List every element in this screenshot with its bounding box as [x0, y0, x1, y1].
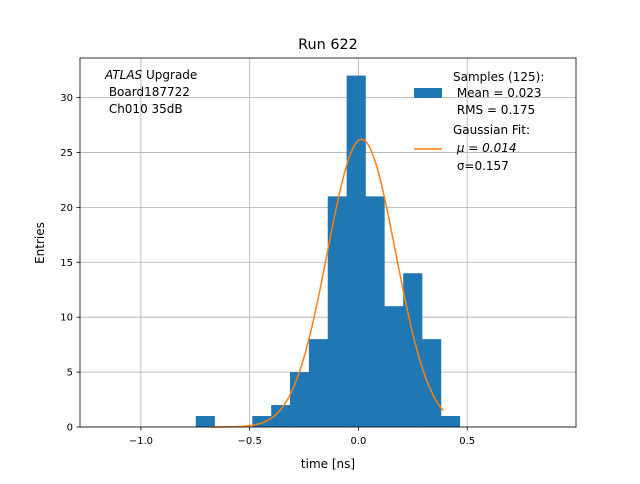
atlas-label: ATLAS	[104, 68, 143, 82]
annotation-board: Board187722	[105, 85, 190, 99]
svg-text:ATLAS Upgrade: ATLAS Upgrade	[104, 68, 197, 82]
histogram-bar	[365, 196, 385, 427]
y-tick-label: 20	[60, 203, 73, 214]
legend: Samples (125): Mean = 0.023 RMS = 0.175 …	[414, 70, 544, 173]
legend-fit-line-2: μ = 0.014	[453, 141, 517, 155]
y-tick-label: 5	[67, 368, 73, 379]
y-tick-label: 0	[67, 423, 73, 434]
annotation-upgrade: Upgrade	[142, 68, 197, 82]
histogram-bar	[440, 416, 461, 427]
histogram-bar	[195, 416, 215, 427]
histogram-bar	[384, 306, 404, 427]
x-tick-label: −0.5	[238, 436, 262, 447]
y-ticks: 0 5 10 15 20 25 30	[60, 93, 80, 434]
y-axis-label: Entries	[33, 222, 47, 264]
histogram-bar	[403, 273, 423, 427]
histogram-bar	[271, 405, 291, 427]
legend-hist-line-2: Mean = 0.023	[453, 86, 542, 100]
legend-hist-line-1: Samples (125):	[453, 70, 544, 84]
histogram-bar	[346, 75, 366, 428]
histogram-bar	[327, 196, 347, 427]
y-tick-label: 15	[60, 258, 73, 269]
y-tick-label: 25	[60, 148, 73, 159]
histogram-bar	[422, 339, 442, 427]
x-axis-label: time [ns]	[301, 457, 355, 471]
legend-hist-line-3: RMS = 0.175	[453, 103, 535, 117]
chart-title: Run 622	[298, 37, 358, 53]
x-tick-label: −1.0	[129, 436, 153, 447]
histogram-bar	[252, 416, 272, 427]
legend-fit-line-1: Gaussian Fit:	[453, 123, 530, 137]
gaussian-fit-curve	[210, 138, 444, 428]
axes-frame	[79, 57, 577, 428]
y-tick-label: 30	[60, 93, 73, 104]
x-tick-label: 0.0	[351, 436, 367, 447]
legend-hist-patch	[414, 88, 442, 98]
x-ticks: −1.0 −0.5 0.0 0.5	[129, 427, 475, 447]
histogram-bar	[308, 339, 329, 427]
legend-fit-line-3: σ=0.157	[453, 159, 509, 173]
y-tick-label: 10	[60, 313, 73, 324]
x-tick-label: 0.5	[459, 436, 475, 447]
histogram-bar	[290, 372, 310, 427]
annotation-channel: Ch010 35dB	[105, 102, 183, 116]
atlas-annotation: ATLAS Upgrade Board187722 Ch010 35dB	[104, 68, 197, 116]
